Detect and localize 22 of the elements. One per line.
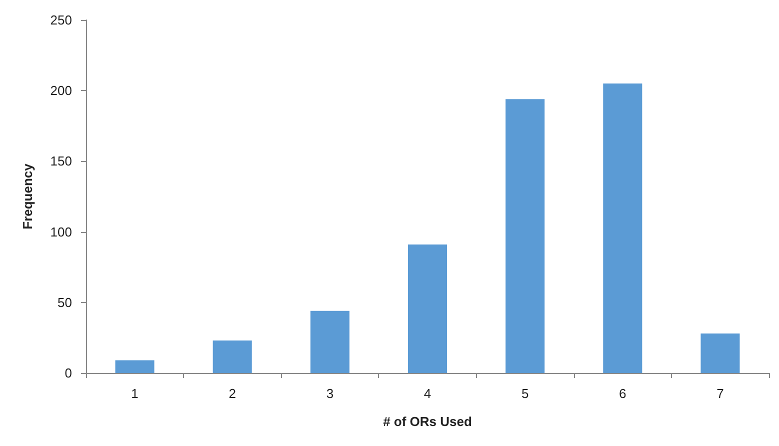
bar — [115, 360, 154, 373]
x-tick-label: 7 — [716, 386, 724, 401]
x-tick-label: 2 — [228, 386, 236, 401]
x-tick-label: 6 — [619, 386, 626, 401]
x-tick-label: 4 — [424, 386, 432, 401]
bar — [700, 333, 740, 373]
x-axis-title: # of ORs Used — [383, 414, 472, 429]
y-tick-label: 0 — [64, 366, 72, 380]
bar — [212, 340, 252, 373]
x-tick-label: 5 — [521, 386, 529, 401]
y-axis-title: Frequency — [20, 162, 35, 230]
y-tick-label: 50 — [58, 294, 72, 310]
y-tick-label: 100 — [50, 224, 72, 240]
bar — [506, 99, 545, 373]
y-tick-label: 150 — [50, 154, 72, 169]
y-tick-label: 200 — [50, 83, 72, 98]
x-tick-label: 1 — [131, 386, 138, 401]
bar — [310, 310, 350, 373]
bar — [408, 244, 448, 373]
y-tick-label: 250 — [50, 12, 72, 28]
x-tick-label: 3 — [326, 386, 334, 401]
bar — [603, 84, 642, 373]
